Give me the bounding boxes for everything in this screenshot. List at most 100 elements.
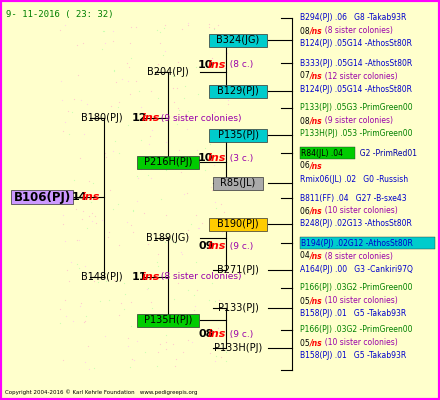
Text: ins: ins bbox=[82, 192, 100, 202]
Point bbox=[102, 40, 109, 46]
Point bbox=[128, 299, 135, 306]
Point bbox=[75, 265, 82, 272]
Text: 06: 06 bbox=[300, 206, 312, 216]
Point bbox=[68, 258, 75, 265]
Text: 05: 05 bbox=[300, 338, 312, 348]
Point bbox=[216, 305, 223, 312]
Point bbox=[146, 133, 153, 140]
Point bbox=[191, 292, 198, 298]
Point bbox=[83, 101, 90, 107]
Point bbox=[61, 297, 68, 304]
Point bbox=[137, 103, 144, 110]
Point bbox=[68, 108, 75, 115]
Point bbox=[129, 228, 136, 235]
Point bbox=[224, 101, 231, 107]
Point bbox=[125, 78, 132, 84]
Point bbox=[175, 107, 182, 113]
Text: R84(JL) .04: R84(JL) .04 bbox=[301, 148, 343, 158]
Point bbox=[210, 345, 217, 351]
Point bbox=[155, 94, 162, 101]
Point bbox=[161, 48, 169, 54]
Point bbox=[62, 238, 69, 245]
Point bbox=[56, 27, 63, 33]
FancyBboxPatch shape bbox=[209, 34, 267, 46]
Point bbox=[57, 320, 64, 326]
Point bbox=[125, 122, 132, 128]
Text: 10: 10 bbox=[198, 153, 213, 163]
Text: (8 sister colonies): (8 sister colonies) bbox=[320, 252, 392, 260]
Point bbox=[128, 222, 135, 228]
Point bbox=[183, 190, 191, 196]
Point bbox=[144, 285, 151, 291]
Point bbox=[180, 349, 187, 355]
Text: 11: 11 bbox=[132, 272, 147, 282]
Point bbox=[194, 225, 202, 231]
Point bbox=[202, 145, 209, 152]
Point bbox=[108, 103, 115, 109]
Point bbox=[163, 230, 170, 237]
Text: ins: ins bbox=[208, 153, 226, 163]
Point bbox=[185, 226, 192, 233]
Point bbox=[162, 167, 169, 173]
Point bbox=[184, 233, 191, 239]
Point bbox=[66, 278, 73, 284]
Point bbox=[185, 108, 192, 114]
Point bbox=[176, 146, 183, 153]
Point bbox=[110, 67, 117, 74]
Point bbox=[115, 150, 122, 156]
Text: B324(JG): B324(JG) bbox=[216, 35, 260, 45]
Point bbox=[81, 262, 88, 269]
Point bbox=[210, 26, 217, 32]
Point bbox=[92, 110, 99, 117]
Text: B271(PJ): B271(PJ) bbox=[217, 265, 259, 275]
Point bbox=[86, 366, 93, 372]
Text: 9- 11-2016 ( 23: 32): 9- 11-2016 ( 23: 32) bbox=[6, 10, 114, 19]
Point bbox=[117, 300, 124, 306]
Point bbox=[110, 277, 117, 284]
Point bbox=[61, 118, 68, 125]
Point bbox=[223, 349, 230, 356]
Point bbox=[162, 346, 169, 352]
Text: Rmix06(JL) .02   G0 -Russish: Rmix06(JL) .02 G0 -Russish bbox=[300, 174, 408, 184]
Point bbox=[162, 212, 169, 218]
Text: (8 sister colonies): (8 sister colonies) bbox=[158, 272, 242, 282]
Point bbox=[214, 324, 221, 331]
Text: B158(PJ) .01   G5 -Takab93R: B158(PJ) .01 G5 -Takab93R bbox=[300, 310, 406, 318]
Point bbox=[224, 50, 231, 56]
Point bbox=[194, 287, 201, 294]
Point bbox=[219, 216, 226, 222]
Text: /ns: /ns bbox=[310, 162, 323, 170]
Point bbox=[221, 64, 228, 71]
Point bbox=[184, 337, 191, 344]
Point bbox=[73, 42, 80, 48]
Point bbox=[155, 61, 162, 68]
Point bbox=[80, 274, 87, 280]
Point bbox=[77, 299, 84, 306]
Point bbox=[70, 177, 77, 183]
Point bbox=[92, 220, 99, 226]
Point bbox=[110, 38, 117, 44]
Point bbox=[126, 64, 133, 70]
Point bbox=[211, 358, 218, 364]
Text: 09: 09 bbox=[198, 241, 213, 251]
Point bbox=[58, 96, 65, 103]
Point bbox=[63, 312, 70, 319]
Point bbox=[111, 138, 118, 144]
Text: ins: ins bbox=[208, 329, 226, 339]
Point bbox=[86, 178, 93, 184]
Text: B129(PJ): B129(PJ) bbox=[217, 86, 259, 96]
Text: (3 c.): (3 c.) bbox=[224, 154, 253, 162]
Point bbox=[172, 363, 179, 369]
Point bbox=[102, 150, 109, 156]
Point bbox=[144, 241, 151, 247]
FancyBboxPatch shape bbox=[300, 147, 355, 159]
Text: P166(PJ) .03G2 -PrimGreen00: P166(PJ) .03G2 -PrimGreen00 bbox=[300, 284, 413, 292]
Point bbox=[178, 251, 185, 257]
Point bbox=[171, 296, 178, 302]
Point bbox=[60, 128, 67, 134]
Point bbox=[206, 21, 213, 28]
Text: /ns: /ns bbox=[310, 206, 323, 216]
Point bbox=[115, 312, 122, 318]
Text: 06: 06 bbox=[300, 162, 312, 170]
Point bbox=[149, 305, 156, 312]
